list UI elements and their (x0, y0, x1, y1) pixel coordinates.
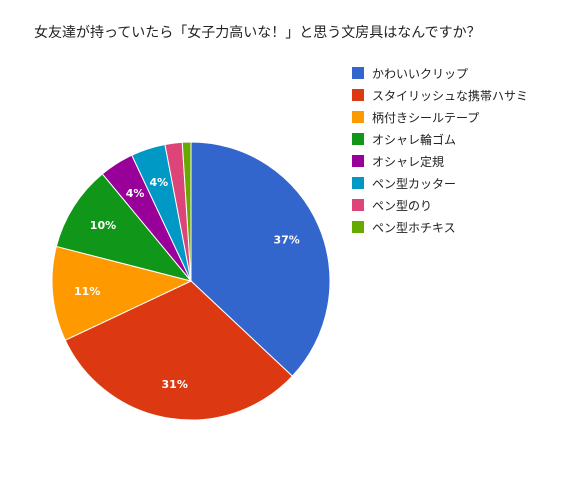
legend-label: ペン型カッター (372, 176, 457, 191)
chart-title: 女友達が持っていたら「女子力高いな！」と思う文房具はなんですか？ (34, 25, 481, 41)
legend-swatch (352, 177, 364, 189)
legend-swatch (352, 199, 364, 211)
legend-swatch (352, 155, 364, 167)
legend-label: ペン型のり (372, 198, 433, 213)
legend-item: オシャレ輪ゴム (352, 128, 528, 150)
slice-label-1: 31% (162, 378, 188, 391)
legend-label: ペン型ホチキス (372, 220, 456, 235)
slice-label-2: 11% (74, 285, 100, 298)
legend-swatch (352, 89, 364, 101)
legend-label: 柄付きシールテープ (372, 110, 480, 125)
legend-label: オシャレ輪ゴム (372, 132, 457, 147)
pie-slice-1 (64, 280, 294, 421)
pie-slice-2 (51, 245, 193, 341)
legend-item: ペン型カッター (352, 172, 528, 194)
legend-swatch (352, 111, 364, 123)
pie-slice-7 (181, 141, 192, 282)
legend-label: オシャレ定規 (372, 154, 445, 169)
legend-item: ペン型ホチキス (352, 216, 528, 238)
slice-label-5: 4% (149, 176, 168, 189)
legend-swatch (352, 221, 364, 233)
pie-slice-3 (55, 173, 193, 282)
pie-slice-0 (190, 141, 331, 377)
legend-label: かわいいクリップ (372, 66, 469, 81)
legend-swatch (352, 133, 364, 145)
slice-label-3: 10% (90, 219, 116, 232)
chart-legend: かわいいクリップスタイリッシュな携帯ハサミ 柄付きシールテープ オシャレ輪ゴム オシャ… (352, 62, 528, 238)
legend-item: 柄付きシールテープ (352, 106, 528, 128)
legend-label: スタイリッシュな携帯ハサミ (372, 88, 529, 103)
legend-swatch (352, 67, 364, 79)
legend-item: ペン型のり (352, 194, 528, 216)
legend-item: スタイリッシュな携帯ハサミ (352, 84, 528, 106)
slice-label-0: 37% (274, 234, 300, 247)
legend-item: かわいいクリップ (352, 62, 528, 84)
slice-label-4: 4% (126, 187, 145, 200)
legend-item: オシャレ定規 (352, 150, 528, 172)
